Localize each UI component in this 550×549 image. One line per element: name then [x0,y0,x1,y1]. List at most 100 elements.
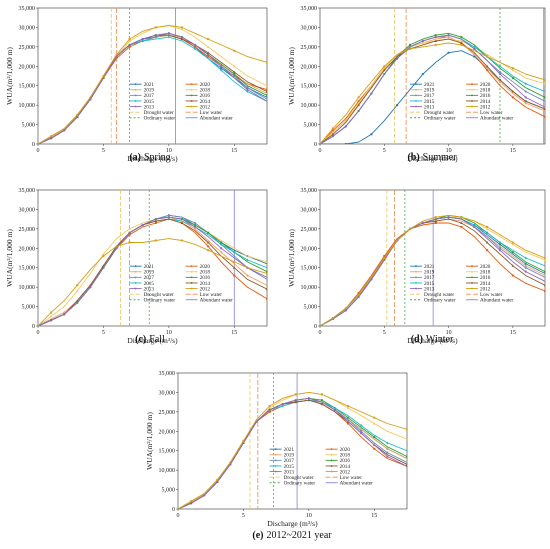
data-point [141,39,144,43]
legend-label: Drought water [424,110,454,116]
data-point [281,404,284,408]
legend-label: 2018 [200,88,211,94]
data-point [75,299,79,302]
chart-panel: 0 5,000 10,000 15,000 20,000 25,000 30,000 35,0… [145,371,408,541]
y-tick-label: 35,000 [159,371,176,377]
data-point [206,51,210,54]
data-point [193,221,197,225]
x-axis-label: Discharge (m³/s) [407,336,458,345]
series-group [320,32,545,144]
y-tick-label: 10,000 [301,285,318,291]
legend-label: 2019 [144,270,155,276]
y-tick-label: 20,000 [159,429,176,435]
data-point [386,447,389,451]
series-line-2012 [38,238,267,326]
legend-marker [415,276,417,279]
series-group [38,25,267,144]
data-point [50,135,53,138]
data-point [447,51,450,54]
data-point [386,441,389,445]
data-point [406,455,407,458]
x-axis-label: Discharge (m³/s) [407,154,458,163]
y-axis-label: WUA(m²/1,000 m) [145,412,154,470]
legend-marker [134,276,137,279]
legend-marker [471,83,473,86]
data-point [524,96,527,99]
x-tick-label: 0 [177,513,180,519]
legend-label: 2016 [480,275,491,281]
data-point [544,96,545,99]
data-point [434,219,438,223]
data-point [268,406,271,409]
legend-label: 2012 [480,104,491,110]
x-tick-label: 10 [446,330,452,336]
data-point [344,125,347,128]
legend-marker [134,94,137,97]
data-point [154,239,157,242]
data-point [511,96,514,99]
legend: 2021 2020 2019 2018 2017 2016 2015 2014 2013 2012… [129,264,233,304]
data-point [370,133,373,136]
y-tick-label: 30,000 [159,390,176,396]
legend-marker [415,88,417,91]
legend-label: 2015 [144,281,155,287]
legend-label: Abundant water [200,116,234,122]
data-point [246,274,249,277]
legend-label: Low water [200,110,223,116]
legend-label: Drought water [144,110,174,116]
data-point [357,293,360,296]
data-point [220,250,223,254]
data-point [115,247,118,250]
caption-text: Fall [149,334,165,345]
data-point [357,96,360,99]
data-point [447,35,450,39]
legend-marker [274,470,277,473]
data-point [294,393,297,396]
data-point [473,223,476,227]
legend-label: 2013 [424,104,435,110]
data-point [360,430,363,433]
y-tick-label: 25,000 [19,45,36,51]
data-point [220,67,223,70]
x-axis-label: Discharge (m³/s) [127,336,178,345]
legend-label: 2020 [340,447,351,453]
series-line-2012 [320,42,545,144]
data-point [76,113,79,116]
legend-marker [471,276,473,279]
data-point [485,64,489,68]
y-tick-label: 30,000 [19,207,36,213]
data-point [180,221,184,225]
legend-label: 2017 [144,93,155,99]
panel-caption: (b) Summer [407,152,457,163]
data-point [498,241,502,244]
panel-caption: (d) Winter [411,334,454,345]
data-point [233,274,236,277]
data-point [511,76,514,79]
data-point [76,284,79,287]
legend-marker [471,265,473,268]
data-point [421,72,424,76]
data-point [347,405,350,408]
data-point [246,258,249,262]
y-tick-label: 5,000 [22,123,36,129]
panel-caption: (c) Fall [135,334,165,345]
legend-marker [190,94,193,97]
data-point [207,55,210,58]
data-point [347,416,350,419]
legend-label: 2017 [144,275,155,281]
data-point [167,216,170,219]
data-point [434,43,437,46]
data-point [246,82,249,86]
legend-marker [190,88,193,91]
data-point [543,82,545,85]
data-point [154,26,157,29]
data-point [544,78,545,81]
legend-label: 2017 [424,275,435,281]
data-point [268,405,271,408]
legend-label: 2016 [200,275,211,281]
legend-label: Ordinary water [284,481,316,487]
data-point [543,258,545,261]
y-tick-label: 10,000 [159,468,176,474]
data-point [344,309,347,312]
data-point [498,64,502,68]
